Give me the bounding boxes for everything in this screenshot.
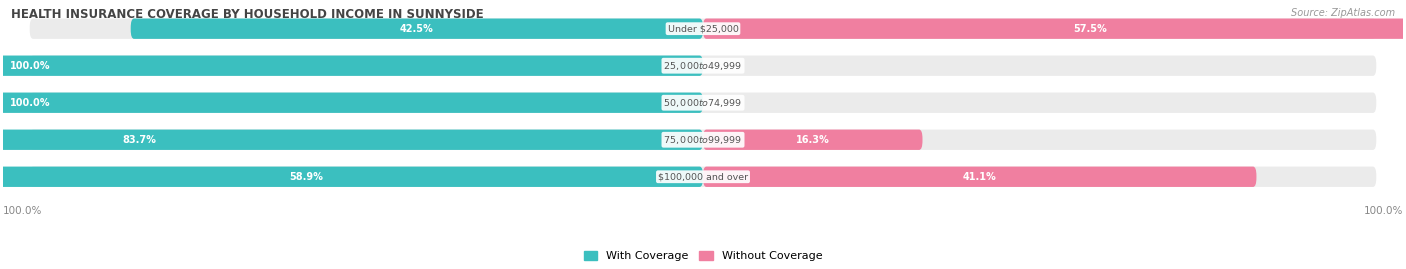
FancyBboxPatch shape bbox=[703, 130, 922, 150]
Text: 42.5%: 42.5% bbox=[399, 24, 433, 34]
FancyBboxPatch shape bbox=[30, 55, 1376, 76]
Text: Under $25,000: Under $25,000 bbox=[668, 24, 738, 33]
Text: 100.0%: 100.0% bbox=[10, 61, 51, 71]
Text: 57.5%: 57.5% bbox=[1073, 24, 1107, 34]
Text: $100,000 and over: $100,000 and over bbox=[658, 172, 748, 181]
Text: 83.7%: 83.7% bbox=[122, 135, 156, 145]
FancyBboxPatch shape bbox=[0, 93, 703, 113]
FancyBboxPatch shape bbox=[703, 19, 1406, 39]
FancyBboxPatch shape bbox=[30, 130, 1376, 150]
Text: 100.0%: 100.0% bbox=[10, 98, 51, 108]
FancyBboxPatch shape bbox=[30, 167, 1376, 187]
Text: $75,000 to $99,999: $75,000 to $99,999 bbox=[664, 134, 742, 146]
Text: 100.0%: 100.0% bbox=[3, 206, 42, 216]
Legend: With Coverage, Without Coverage: With Coverage, Without Coverage bbox=[579, 246, 827, 266]
Text: $25,000 to $49,999: $25,000 to $49,999 bbox=[664, 60, 742, 72]
FancyBboxPatch shape bbox=[0, 130, 703, 150]
FancyBboxPatch shape bbox=[131, 19, 703, 39]
Text: 58.9%: 58.9% bbox=[290, 172, 323, 182]
FancyBboxPatch shape bbox=[30, 93, 1376, 113]
FancyBboxPatch shape bbox=[703, 167, 1257, 187]
Text: HEALTH INSURANCE COVERAGE BY HOUSEHOLD INCOME IN SUNNYSIDE: HEALTH INSURANCE COVERAGE BY HOUSEHOLD I… bbox=[11, 8, 484, 21]
Text: 41.1%: 41.1% bbox=[963, 172, 997, 182]
FancyBboxPatch shape bbox=[0, 167, 703, 187]
FancyBboxPatch shape bbox=[0, 55, 703, 76]
Text: $50,000 to $74,999: $50,000 to $74,999 bbox=[664, 97, 742, 109]
Text: Source: ZipAtlas.com: Source: ZipAtlas.com bbox=[1291, 8, 1395, 18]
Text: 100.0%: 100.0% bbox=[1364, 206, 1403, 216]
FancyBboxPatch shape bbox=[30, 19, 1376, 39]
Text: 16.3%: 16.3% bbox=[796, 135, 830, 145]
